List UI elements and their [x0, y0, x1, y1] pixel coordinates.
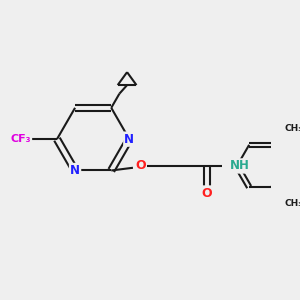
Text: NH: NH: [230, 160, 250, 172]
Text: CF₃: CF₃: [11, 134, 31, 144]
Text: O: O: [135, 160, 146, 172]
Text: N: N: [124, 133, 134, 146]
Text: N: N: [70, 164, 80, 177]
Text: CH₃: CH₃: [284, 124, 300, 133]
Text: O: O: [202, 187, 212, 200]
Text: CH₃: CH₃: [284, 199, 300, 208]
